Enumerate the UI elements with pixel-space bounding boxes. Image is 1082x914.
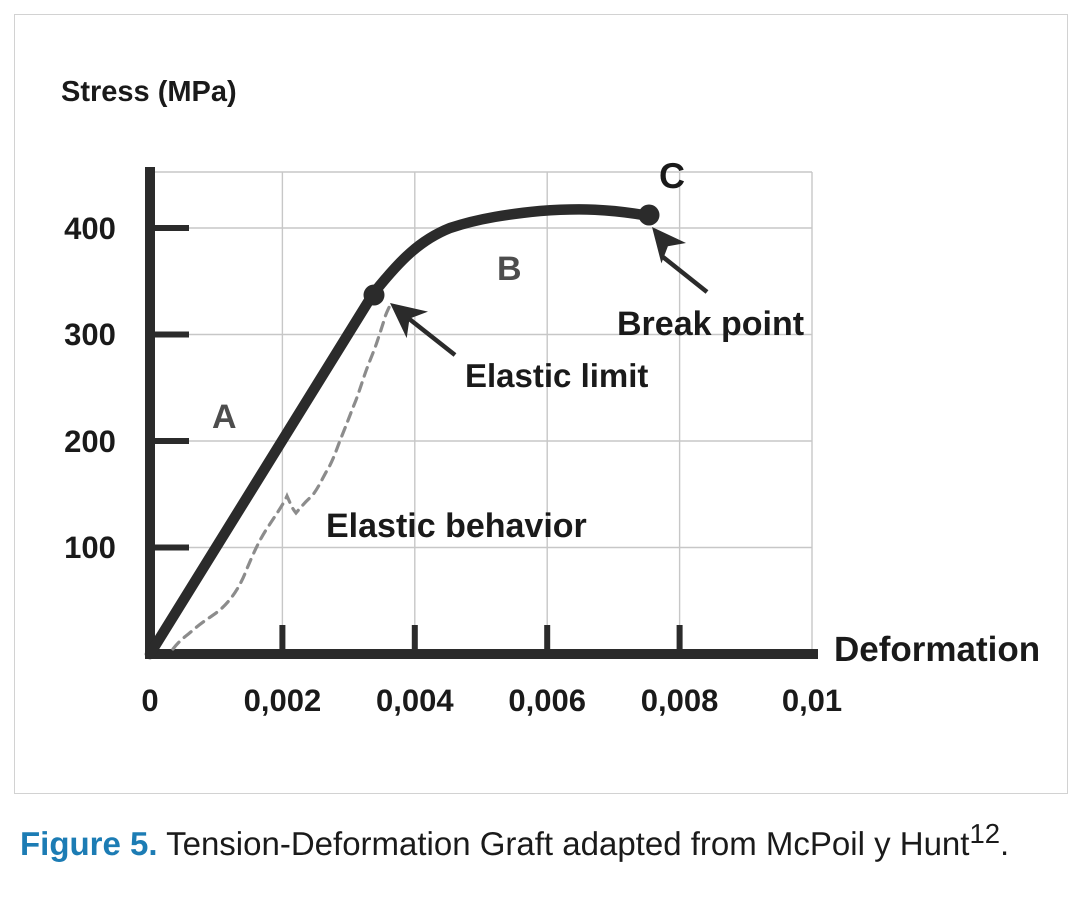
svg-text:A: A (212, 398, 237, 436)
svg-text:Break point: Break point (617, 305, 804, 343)
svg-text:B: B (497, 250, 522, 288)
svg-text:0,004: 0,004 (376, 683, 454, 718)
svg-text:Deformation: Deformation (834, 630, 1040, 669)
svg-text:300: 300 (64, 317, 116, 352)
svg-text:Elastic behavior: Elastic behavior (326, 507, 587, 545)
svg-text:400: 400 (64, 211, 116, 246)
svg-text:100: 100 (64, 530, 116, 565)
svg-text:0,01: 0,01 (782, 683, 842, 718)
svg-text:0,002: 0,002 (244, 683, 322, 718)
svg-text:200: 200 (64, 424, 116, 459)
svg-text:0: 0 (141, 683, 158, 718)
svg-text:Elastic limit: Elastic limit (465, 357, 648, 394)
svg-text:0,006: 0,006 (508, 683, 586, 718)
svg-text:0,008: 0,008 (641, 683, 719, 718)
svg-text:C: C (659, 155, 685, 196)
